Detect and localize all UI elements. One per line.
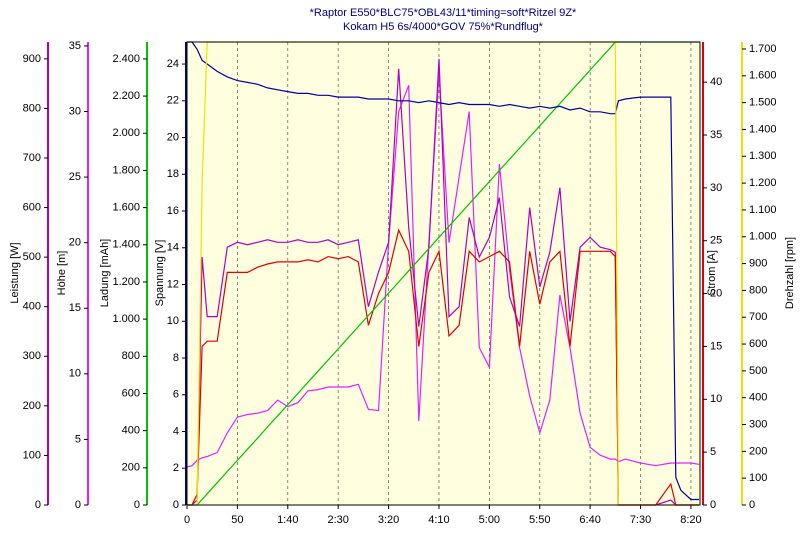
x-tick-label: 8:20 <box>680 514 701 526</box>
y-tick-label: 1.200 <box>112 276 140 288</box>
y-tick-label: 600 <box>23 201 41 213</box>
y-tick-label: 15 <box>69 302 81 314</box>
y-tick-label: 25 <box>710 235 722 247</box>
y-tick-label: 500 <box>749 365 767 377</box>
x-tick-label: 0 <box>184 514 190 526</box>
chart-title: *Raptor E550*BLC75*OBL43/11*timing=soft*… <box>310 7 577 19</box>
y-tick-label: 18 <box>167 168 179 180</box>
y-tick-label: 400 <box>122 425 140 437</box>
x-tick-label: 4:10 <box>428 514 449 526</box>
y-tick-label: 1.000 <box>749 231 777 243</box>
y-tick-label: 800 <box>122 350 140 362</box>
y-tick-label: 1.600 <box>749 70 777 82</box>
series-line <box>187 228 699 506</box>
y-axis-label: Leistung [W] <box>9 242 21 303</box>
y-tick-label: 14 <box>167 242 179 254</box>
y-tick-label: 500 <box>23 251 41 263</box>
y-tick-label: 1.300 <box>749 150 777 162</box>
y-tick-label: 1.800 <box>112 164 140 176</box>
y-tick-label: 0 <box>75 499 81 511</box>
y-tick-label: 15 <box>710 340 722 352</box>
y-tick-label: 35 <box>69 40 81 52</box>
x-tick-label: 5:00 <box>479 514 500 526</box>
y-tick-label: 700 <box>749 311 767 323</box>
y-tick-label: 24 <box>167 58 179 70</box>
y-tick-label: 20 <box>167 131 179 143</box>
y-tick-label: 1.200 <box>749 177 777 189</box>
y-tick-label: 700 <box>23 152 41 164</box>
y-tick-label: 2.200 <box>112 90 140 102</box>
y-tick-label: 0 <box>173 499 179 511</box>
y-tick-label: 300 <box>23 350 41 362</box>
y-tick-label: 1.400 <box>749 123 777 135</box>
y-tick-label: 400 <box>23 301 41 313</box>
y-tick-label: 400 <box>749 392 767 404</box>
y-tick-label: 30 <box>710 182 722 194</box>
y-axis-label: Höhe [m] <box>56 251 68 296</box>
y-tick-label: 4 <box>173 425 179 437</box>
y-tick-label: 0 <box>35 499 41 511</box>
y-tick-label: 40 <box>710 76 722 88</box>
series-line <box>187 58 699 506</box>
y-tick-label: 5 <box>75 433 81 445</box>
y-tick-label: 1.700 <box>749 43 777 55</box>
y-axis-label: Strom [A] <box>706 250 718 296</box>
y-tick-label: 0 <box>749 499 755 511</box>
x-tick-label: 5:50 <box>529 514 550 526</box>
y-tick-label: 0 <box>134 499 140 511</box>
y-tick-label: 25 <box>69 171 81 183</box>
y-axis-label: Drehzahl [rpm] <box>784 237 796 309</box>
y-tick-label: 300 <box>749 418 767 430</box>
y-tick-label: 200 <box>749 445 767 457</box>
y-tick-label: 800 <box>749 284 767 296</box>
y-tick-label: 5 <box>710 446 716 458</box>
y-tick-label: 1.100 <box>749 204 777 216</box>
y-tick-label: 8 <box>173 352 179 364</box>
x-tick-label: 3:20 <box>378 514 399 526</box>
x-tick-label: 7:30 <box>630 514 651 526</box>
plot-area <box>187 42 700 505</box>
y-tick-label: 2.000 <box>112 127 140 139</box>
y-tick-label: 1.500 <box>749 97 777 109</box>
y-tick-label: 600 <box>122 387 140 399</box>
y-tick-label: 35 <box>710 129 722 141</box>
y-tick-label: 900 <box>749 257 767 269</box>
y-tick-label: 2 <box>173 462 179 474</box>
y-tick-label: 900 <box>23 53 41 65</box>
x-tick-label: 50 <box>231 514 243 526</box>
y-tick-label: 200 <box>23 400 41 412</box>
plot-border <box>186 41 701 506</box>
y-axis-label: Ladung [mAh] <box>99 239 111 308</box>
y-tick-label: 10 <box>69 368 81 380</box>
y-tick-label: 10 <box>167 315 179 327</box>
y-tick-label: 800 <box>23 102 41 114</box>
y-tick-label: 0 <box>710 499 716 511</box>
x-tick-label: 2:30 <box>327 514 348 526</box>
y-tick-label: 30 <box>69 105 81 117</box>
y-tick-label: 100 <box>23 449 41 461</box>
y-axis-label: Spannung [V] <box>154 240 166 307</box>
y-tick-label: 20 <box>710 287 722 299</box>
y-tick-label: 1.000 <box>112 313 140 325</box>
y-tick-label: 200 <box>122 462 140 474</box>
x-tick-label: 6:40 <box>579 514 600 526</box>
y-tick-label: 100 <box>749 472 767 484</box>
y-tick-label: 600 <box>749 338 767 350</box>
y-tick-label: 16 <box>167 205 179 217</box>
chart-subtitle: Kokam H5 6s/4000*GOV 75%*Rundflug* <box>343 21 544 33</box>
y-tick-label: 6 <box>173 389 179 401</box>
y-tick-label: 10 <box>710 393 722 405</box>
y-tick-label: 1.400 <box>112 239 140 251</box>
y-tick-label: 2.400 <box>112 53 140 65</box>
x-tick-label: 1:40 <box>277 514 298 526</box>
y-tick-label: 22 <box>167 95 179 107</box>
y-tick-label: 12 <box>167 278 179 290</box>
y-tick-label: 20 <box>69 237 81 249</box>
y-tick-label: 1.600 <box>112 202 140 214</box>
